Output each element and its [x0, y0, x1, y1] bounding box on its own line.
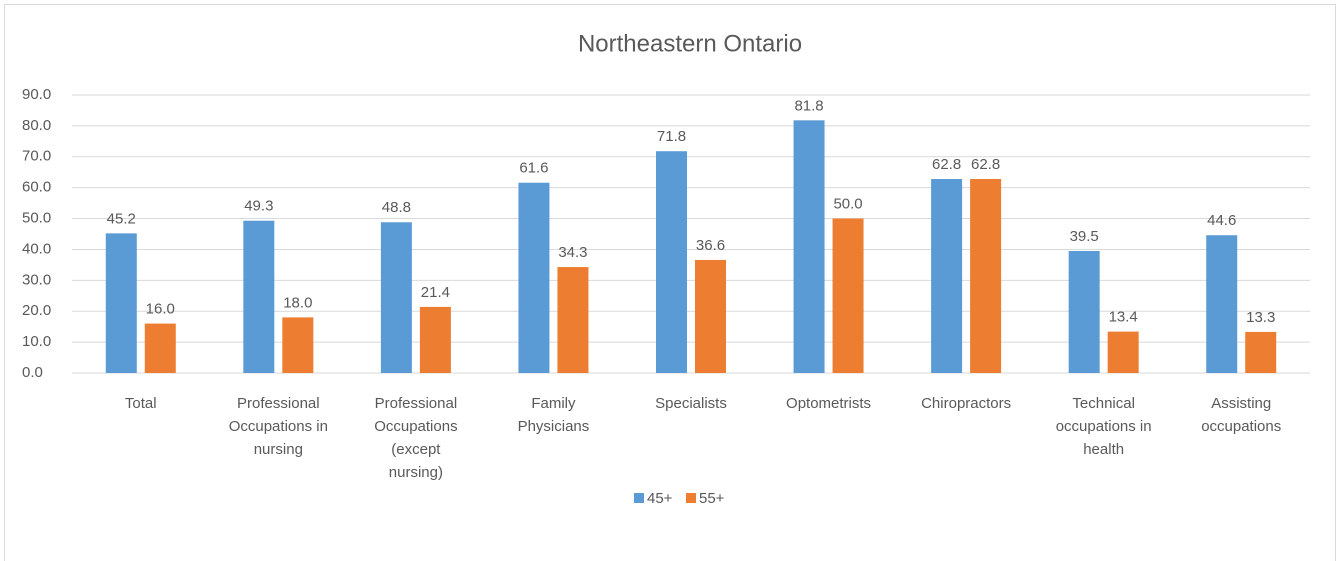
x-tick-label: Assisting occupations [1201, 395, 1281, 435]
bar [380, 222, 412, 373]
bar [832, 218, 864, 373]
bar [1107, 331, 1139, 373]
legend-swatch [686, 493, 696, 503]
bar [931, 179, 963, 373]
data-label: 62.8 [932, 156, 961, 173]
data-label: 44.6 [1207, 212, 1236, 229]
x-tick-label: Chiropractors [921, 395, 1011, 412]
legend-label: 55+ [699, 490, 725, 507]
bar [243, 220, 275, 373]
y-tick-label: 10.0 [22, 333, 51, 350]
x-tick-label: Total [125, 395, 157, 412]
bar [105, 233, 137, 373]
data-label: 61.6 [519, 160, 548, 177]
bar [557, 267, 589, 373]
data-label: 36.6 [696, 237, 725, 254]
x-tick-label: Specialists [655, 395, 727, 412]
y-tick-label: 20.0 [22, 302, 51, 319]
legend-label: 45+ [647, 490, 673, 507]
y-tick-label: 90.0 [22, 86, 51, 103]
bar [419, 306, 451, 373]
bar [1245, 331, 1277, 373]
bar [793, 120, 825, 373]
y-tick-label: 30.0 [22, 271, 51, 288]
data-label: 81.8 [794, 97, 823, 114]
data-label: 62.8 [971, 156, 1000, 173]
y-tick-label: 40.0 [22, 240, 51, 257]
legend-swatch [634, 493, 644, 503]
data-label: 18.0 [283, 294, 312, 311]
bar [656, 151, 687, 373]
bar [970, 179, 1002, 373]
bar [1206, 235, 1238, 373]
y-tick-label: 60.0 [22, 179, 51, 196]
y-tick-label: 70.0 [22, 148, 51, 165]
chart-title: Northeastern Ontario [578, 30, 802, 57]
x-tick-label: Professional Occupations in nursing [229, 395, 328, 458]
x-tick-label: Technical occupations in health [1056, 395, 1152, 458]
y-tick-label: 80.0 [22, 117, 51, 134]
bar [144, 323, 176, 373]
data-label: 50.0 [833, 196, 862, 213]
y-tick-label: 0.0 [22, 364, 43, 381]
bar [695, 259, 726, 373]
data-label: 49.3 [244, 198, 273, 215]
data-label: 48.8 [382, 199, 411, 216]
data-label: 21.4 [421, 284, 450, 301]
data-label: 16.0 [146, 301, 175, 318]
data-label: 71.8 [657, 128, 686, 145]
bar [518, 182, 550, 373]
data-label: 39.5 [1070, 228, 1099, 245]
x-tick-label: Family Physicians [518, 395, 590, 435]
bar [282, 317, 314, 373]
data-label: 13.4 [1109, 309, 1138, 326]
data-label: 13.3 [1246, 309, 1275, 326]
x-tick-label: Professional Occupations (except nursing) [374, 395, 457, 481]
x-tick-label: Optometrists [786, 395, 871, 412]
data-label: 34.3 [558, 244, 587, 261]
data-label: 45.2 [107, 210, 136, 227]
bar [1068, 250, 1100, 373]
y-tick-label: 50.0 [22, 210, 51, 227]
